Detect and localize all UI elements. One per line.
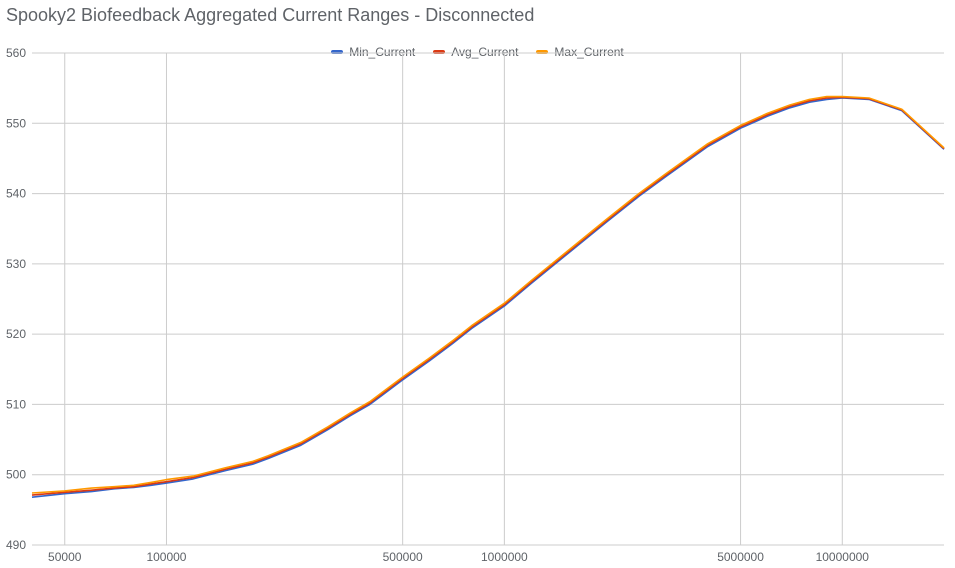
legend-swatch [536,50,549,54]
y-tick-label: 560 [6,46,26,60]
y-tick-label: 500 [6,468,26,482]
y-tick-label: 540 [6,187,26,201]
y-tick-label: 510 [6,397,26,411]
series-line-avg-current [31,96,945,496]
series-line-min-current [31,97,945,498]
y-tick-label: 520 [6,327,26,341]
chart-title: Spooky2 Biofeedback Aggregated Current R… [6,5,535,25]
legend-item: Min_Current [331,45,415,59]
y-tick-label: 550 [6,116,26,130]
x-tick-label: 5000000 [717,550,764,564]
x-tick-label: 10000000 [816,550,870,564]
y-tick-label: 490 [6,538,26,552]
legend-label: Min_Current [349,45,416,59]
legend-swatch [331,50,344,54]
series-line-max-current [31,95,945,494]
x-tick-label: 100000 [146,550,186,564]
y-tick-label: 530 [6,257,26,271]
x-tick-label: 50000 [48,550,82,564]
legend-label: Avg_Current [451,45,519,59]
legend-swatch [433,50,446,54]
x-tick-label: 500000 [383,550,423,564]
legend-label: Max_Current [554,45,624,59]
legend: Min_Current Avg_Current Max_Current [0,45,955,59]
x-tick-label: 1000000 [481,550,528,564]
legend-item: Avg_Current [433,45,518,59]
legend-item: Max_Current [536,45,624,59]
